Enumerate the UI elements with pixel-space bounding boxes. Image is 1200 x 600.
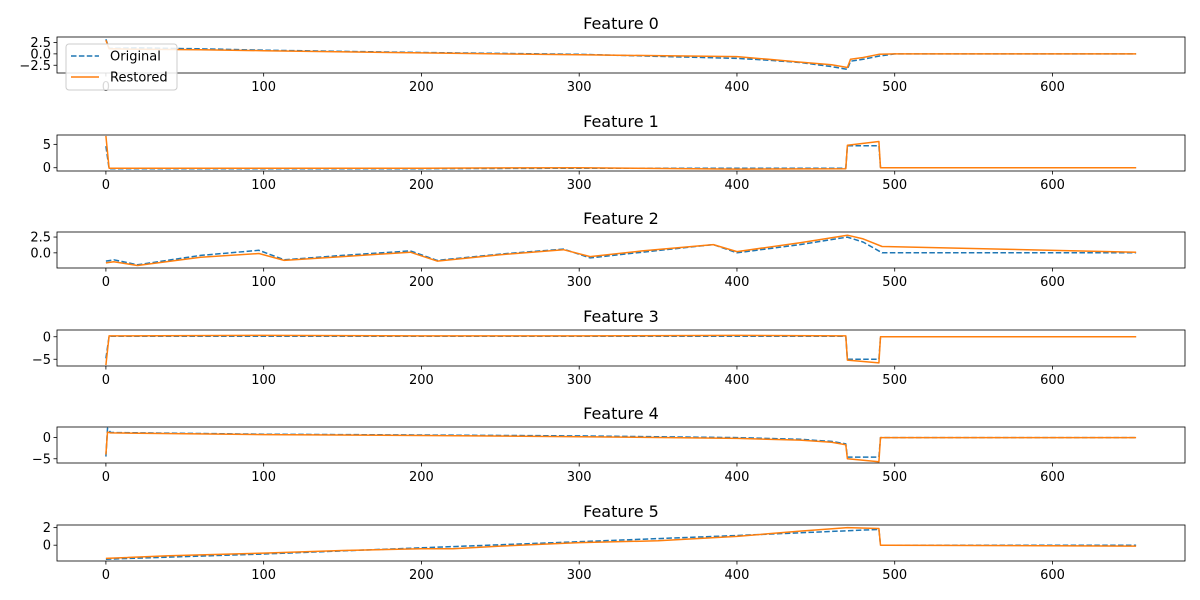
x-tick-label: 300 bbox=[567, 275, 592, 290]
axes-frame bbox=[56, 36, 1186, 74]
x-tick-label: 200 bbox=[409, 80, 434, 95]
series-group bbox=[105, 135, 1137, 170]
x-tick-label: 600 bbox=[1040, 275, 1065, 290]
subplot-title: Feature 1 bbox=[583, 112, 659, 131]
y-tick-label: 0 bbox=[43, 161, 51, 176]
x-tick-label: 300 bbox=[567, 568, 592, 583]
x-tick-label: 200 bbox=[409, 470, 434, 485]
x-tick-label: 600 bbox=[1040, 470, 1065, 485]
x-tick-label: 0 bbox=[102, 568, 110, 583]
y-tick-label: 0.0 bbox=[30, 246, 51, 261]
y-tick-label: −2.5 bbox=[19, 59, 51, 74]
series-line-original bbox=[105, 427, 1137, 458]
x-tick-label: 600 bbox=[1040, 568, 1065, 583]
series-line-original bbox=[105, 528, 1137, 560]
axes-frame bbox=[56, 329, 1186, 367]
legend-label-restored: Restored bbox=[110, 71, 168, 86]
x-tick-label: 500 bbox=[882, 275, 907, 290]
y-tick-label: 5 bbox=[43, 138, 51, 153]
subplot-4: Feature 4 0 100 200 300 400 500 600 0 −5 bbox=[32, 404, 1186, 485]
x-tick-label: 400 bbox=[725, 178, 750, 193]
series-line-restored bbox=[105, 334, 1137, 366]
x-tick-label: 0 bbox=[102, 470, 110, 485]
x-tick-label: 500 bbox=[882, 373, 907, 388]
series-line-original bbox=[105, 145, 1137, 170]
x-tick-label: 0 bbox=[102, 275, 110, 290]
x-tick-label: 100 bbox=[251, 568, 276, 583]
subplot-1: Feature 1 0 100 200 300 400 500 600 5 0 bbox=[43, 112, 1186, 193]
y-tick-label: 2.5 bbox=[30, 36, 51, 51]
series-group bbox=[105, 526, 1137, 560]
x-tick-label: 0 bbox=[102, 373, 110, 388]
series-group bbox=[105, 234, 1137, 267]
x-tick-label: 600 bbox=[1040, 178, 1065, 193]
series-line-restored bbox=[105, 39, 1137, 69]
y-tick-label: −5 bbox=[32, 353, 51, 368]
x-tick-label: 100 bbox=[251, 275, 276, 290]
series-line-restored bbox=[105, 234, 1137, 267]
subplot-title: Feature 4 bbox=[583, 404, 659, 423]
x-tick-label: 400 bbox=[725, 568, 750, 583]
x-tick-label: 600 bbox=[1040, 373, 1065, 388]
subplot-0: Feature 001002003004005006002.50.0−2.5Or… bbox=[19, 14, 1186, 95]
y-tick-label: 0 bbox=[43, 431, 51, 446]
x-tick-label: 300 bbox=[567, 470, 592, 485]
legend: Original Restored bbox=[65, 43, 178, 91]
subplot-3: Feature 3 0 100 200 300 400 500 600 0 −5 bbox=[32, 307, 1186, 388]
x-tick-label: 100 bbox=[251, 373, 276, 388]
y-tick-label: 0 bbox=[43, 539, 51, 554]
x-tick-label: 300 bbox=[567, 178, 592, 193]
x-tick-label: 400 bbox=[725, 373, 750, 388]
x-tick-label: 600 bbox=[1040, 80, 1065, 95]
x-tick-label: 100 bbox=[251, 470, 276, 485]
legend-box bbox=[65, 43, 178, 91]
axes-frame bbox=[56, 231, 1186, 269]
x-tick-label: 500 bbox=[882, 470, 907, 485]
y-tick-label: 2 bbox=[43, 521, 51, 536]
series-line-restored bbox=[105, 431, 1137, 463]
x-tick-label: 500 bbox=[882, 80, 907, 95]
subplot-title: Feature 5 bbox=[583, 502, 659, 521]
subplot-title: Feature 2 bbox=[583, 209, 659, 228]
series-line-restored bbox=[105, 526, 1137, 560]
x-tick-label: 300 bbox=[567, 373, 592, 388]
x-tick-label: 500 bbox=[882, 568, 907, 583]
subplot-2: Feature 2 0 100 200 300 400 500 600 2.50.0 bbox=[30, 209, 1186, 290]
x-tick-label: 400 bbox=[725, 80, 750, 95]
x-tick-label: 400 bbox=[725, 275, 750, 290]
x-tick-label: 200 bbox=[409, 568, 434, 583]
subplot-5: Feature 5 0 100 200 300 400 500 600 2 0 bbox=[43, 502, 1186, 583]
subplot-title: Feature 0 bbox=[583, 14, 659, 33]
series-group bbox=[105, 39, 1137, 71]
series-line-original bbox=[105, 236, 1137, 266]
y-tick-label: −5 bbox=[32, 452, 51, 467]
series-group bbox=[105, 334, 1137, 366]
axes-frame bbox=[56, 524, 1186, 562]
x-tick-label: 100 bbox=[251, 178, 276, 193]
x-tick-label: 500 bbox=[882, 178, 907, 193]
x-tick-label: 200 bbox=[409, 373, 434, 388]
x-tick-label: 400 bbox=[725, 470, 750, 485]
legend-label-original: Original bbox=[110, 50, 161, 65]
y-tick-label: 0 bbox=[43, 330, 51, 345]
x-tick-label: 200 bbox=[409, 178, 434, 193]
x-tick-label: 100 bbox=[251, 80, 276, 95]
series-line-original bbox=[105, 335, 1137, 361]
series-line-original bbox=[105, 39, 1137, 71]
axes-frame bbox=[56, 426, 1186, 464]
series-line-restored bbox=[105, 135, 1137, 170]
y-tick-label: 2.5 bbox=[30, 231, 51, 246]
y-tick-label: 0.0 bbox=[30, 47, 51, 62]
series-group bbox=[105, 427, 1137, 463]
x-tick-label: 200 bbox=[409, 275, 434, 290]
x-tick-label: 0 bbox=[102, 178, 110, 193]
x-tick-label: 300 bbox=[567, 80, 592, 95]
subplot-title: Feature 3 bbox=[583, 307, 659, 326]
axes-frame bbox=[56, 134, 1186, 172]
